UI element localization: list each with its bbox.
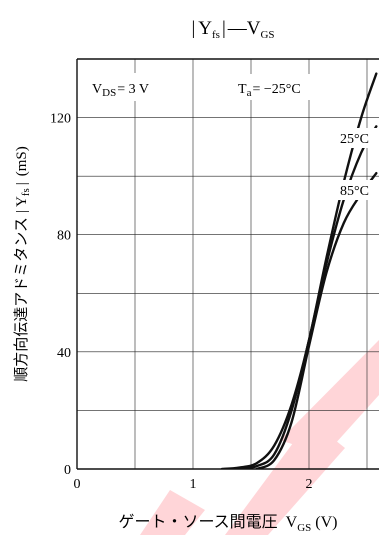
series-line-1 [238,125,378,469]
series-label-85: 85°C [340,184,369,199]
series-label-bg [336,180,379,200]
series-label-25: 25°C [340,132,369,147]
y-tick-label: 80 [57,229,71,244]
x-tick-label: 0 [74,477,81,492]
condition-box [80,73,179,101]
y-tick-labels: 0 40 80 120 [50,112,71,478]
watermark [140,340,379,535]
x-tick-labels: 0123 [74,477,313,492]
chart-title: | Yfs | —VGS [191,18,274,41]
condition-label: VDS= 3 V [92,82,149,99]
x-axis-label: ゲート・ソース間電圧 VGS (V) [118,513,337,534]
y-axis-label: 順方向伝達アドミタンス|Yfs|(mS) [13,146,32,382]
grid [77,59,379,469]
y-tick-label: 40 [57,346,71,361]
x-tick-label: 2 [306,477,313,492]
x-tick-label: 1 [190,477,197,492]
y-tick-label: 0 [64,463,71,478]
y-tick-label: 120 [50,112,71,127]
series-label-bg [226,74,329,100]
series-label-bg [336,128,379,148]
series-label-minus25: Ta= −25°C [238,82,301,99]
